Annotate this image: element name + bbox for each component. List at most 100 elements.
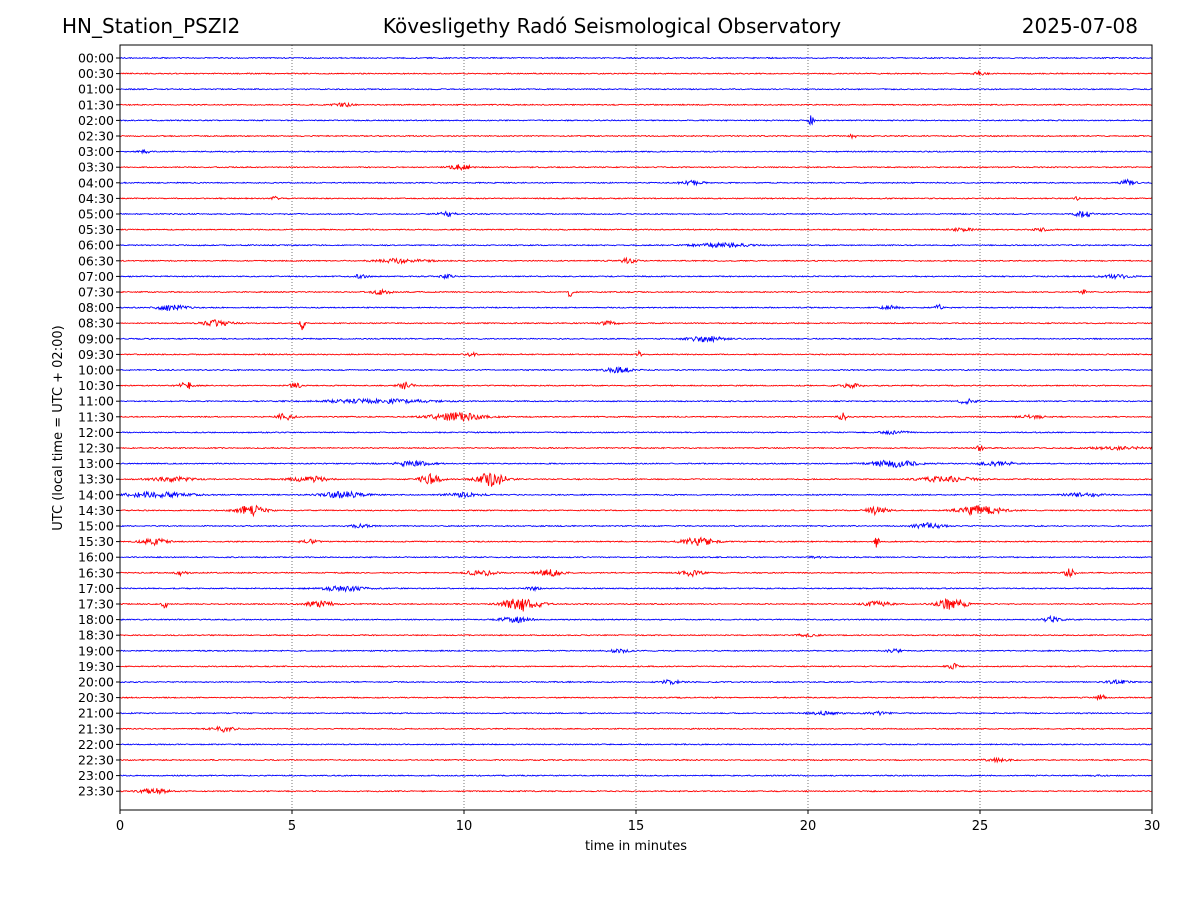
trace-1700 xyxy=(119,585,1153,593)
trace-2330 xyxy=(119,787,1153,795)
y-tick-label: 09:30 xyxy=(78,347,114,362)
trace-2300 xyxy=(119,774,1153,777)
trace-lines xyxy=(119,56,1153,795)
trace-1030 xyxy=(119,381,1153,390)
x-tick-label: 15 xyxy=(628,819,645,834)
y-tick-label: 11:00 xyxy=(78,394,114,409)
trace-0200 xyxy=(119,115,1153,126)
trace-0030 xyxy=(119,70,1153,76)
y-tick-label: 00:30 xyxy=(78,66,114,81)
trace-1830 xyxy=(119,633,1153,639)
y-axis-label: UTC (local time = UTC + 02:00) xyxy=(51,325,66,530)
trace-2030 xyxy=(119,693,1153,702)
y-tick-label: 12:30 xyxy=(78,441,114,456)
y-tick-label: 20:30 xyxy=(78,690,114,705)
trace-2130 xyxy=(119,725,1153,733)
trace-0600 xyxy=(119,241,1153,249)
x-axis-label: time in minutes xyxy=(585,839,687,854)
trace-1930 xyxy=(119,662,1153,670)
y-tick-label: 16:00 xyxy=(78,550,114,565)
trace-0830 xyxy=(119,319,1153,331)
y-tick-label: 15:30 xyxy=(78,534,114,549)
y-tick-label: 17:30 xyxy=(78,597,114,612)
y-tick-label: 21:00 xyxy=(78,706,114,721)
trace-1730 xyxy=(119,597,1153,612)
trace-1600 xyxy=(119,555,1153,560)
trace-0230 xyxy=(119,133,1153,140)
y-tick-label: 12:00 xyxy=(78,425,114,440)
x-tick-label: 20 xyxy=(800,819,817,834)
trace-0100 xyxy=(119,87,1153,91)
trace-0000 xyxy=(119,56,1153,60)
x-tick-label: 0 xyxy=(116,819,124,834)
trace-0730 xyxy=(119,288,1153,298)
trace-0430 xyxy=(119,195,1153,201)
vertical-gridlines xyxy=(291,45,981,810)
x-tick-label: 25 xyxy=(972,819,989,834)
y-tick-label: 23:00 xyxy=(78,768,114,783)
station-name: HN_Station_PSZI2 xyxy=(62,14,241,38)
chart-title: Kövesligethy Radó Seismological Observat… xyxy=(382,14,842,38)
trace-1400 xyxy=(119,490,1153,499)
y-tick-label: 19:00 xyxy=(78,643,114,658)
y-tick-label: 07:00 xyxy=(78,269,114,284)
trace-1430 xyxy=(119,504,1153,518)
trace-1500 xyxy=(119,522,1153,530)
trace-0400 xyxy=(119,178,1153,187)
trace-0530 xyxy=(119,227,1153,233)
y-tick-label: 09:00 xyxy=(78,331,114,346)
trace-0700 xyxy=(120,273,1153,281)
trace-1900 xyxy=(119,647,1153,655)
x-axis-ticks: 0 5 10 15 20 25 30 xyxy=(116,810,1160,834)
y-tick-label: 07:30 xyxy=(78,285,114,300)
trace-0500 xyxy=(119,210,1153,218)
chart-date: 2025-07-08 xyxy=(1021,14,1138,38)
trace-0900 xyxy=(119,335,1153,344)
y-tick-label: 18:00 xyxy=(78,612,114,627)
trace-0800 xyxy=(119,303,1153,312)
y-tick-label: 15:00 xyxy=(78,519,114,534)
trace-1000 xyxy=(119,365,1153,374)
y-tick-label: 10:00 xyxy=(78,363,114,378)
trace-0330 xyxy=(119,163,1153,171)
trace-2100 xyxy=(119,709,1153,717)
trace-1800 xyxy=(119,614,1153,624)
y-tick-label: 22:00 xyxy=(78,737,114,752)
y-tick-label: 00:00 xyxy=(78,51,114,66)
y-tick-label: 03:00 xyxy=(78,144,114,159)
y-tick-label: 08:30 xyxy=(78,316,114,331)
y-tick-label: 05:00 xyxy=(78,207,114,222)
y-tick-label: 06:00 xyxy=(78,238,114,253)
y-tick-label: 13:30 xyxy=(78,472,114,487)
y-tick-label: 01:00 xyxy=(78,82,114,97)
trace-1530 xyxy=(119,536,1153,548)
x-tick-label: 30 xyxy=(1144,819,1161,834)
y-tick-label: 18:30 xyxy=(78,628,114,643)
y-tick-label: 04:00 xyxy=(78,175,114,190)
y-tick-label: 23:30 xyxy=(78,784,114,799)
y-tick-label: 13:00 xyxy=(78,456,114,471)
y-tick-label: 05:30 xyxy=(78,222,114,237)
trace-2230 xyxy=(119,756,1153,764)
y-tick-label: 02:00 xyxy=(78,113,114,128)
trace-0630 xyxy=(119,256,1153,265)
trace-2000 xyxy=(119,678,1153,686)
trace-1330 xyxy=(119,472,1153,487)
y-tick-label: 21:30 xyxy=(78,721,114,736)
y-tick-label: 17:00 xyxy=(78,581,114,596)
trace-1630 xyxy=(119,567,1153,579)
y-tick-label: 08:00 xyxy=(78,300,114,315)
y-tick-label: 03:30 xyxy=(78,160,114,175)
y-tick-label: 01:30 xyxy=(78,97,114,112)
y-tick-label: 10:30 xyxy=(78,378,114,393)
trace-1200 xyxy=(119,429,1153,436)
y-tick-label: 20:00 xyxy=(78,675,114,690)
y-tick-label: 14:30 xyxy=(78,503,114,518)
trace-1100 xyxy=(119,397,1153,405)
y-tick-label: 02:30 xyxy=(78,129,114,144)
y-axis-ticks: 00:0000:3001:0001:3002:0002:3003:0003:30… xyxy=(78,51,120,799)
trace-1130 xyxy=(119,411,1153,423)
x-tick-label: 10 xyxy=(456,819,473,834)
trace-0930 xyxy=(119,349,1153,358)
x-tick-label: 5 xyxy=(288,819,296,834)
